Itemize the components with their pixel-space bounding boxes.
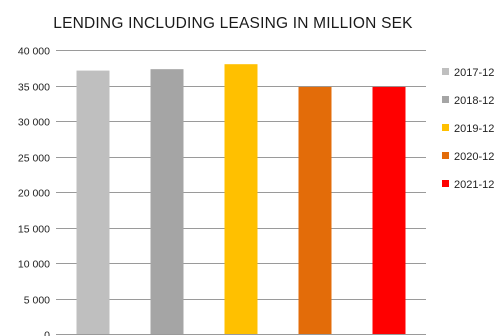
legend-swatch xyxy=(442,124,449,131)
legend-swatch xyxy=(442,180,449,187)
y-tick-label: 20 000 xyxy=(18,188,50,200)
y-tick-label: 25 000 xyxy=(18,153,50,165)
legend: 2017-12 2018-12 2019-12 2020-12 2021-12 xyxy=(442,67,494,191)
y-tick-label: 40 000 xyxy=(18,46,50,58)
y-tick-label: 0 xyxy=(44,330,50,336)
bar-2020-12 xyxy=(298,86,332,334)
y-tick-label: 5 000 xyxy=(24,295,50,307)
legend-label: 2017-12 xyxy=(454,67,494,79)
legend-swatch xyxy=(442,68,449,75)
legend-label: 2021-12 xyxy=(454,179,494,191)
legend-label: 2018-12 xyxy=(454,95,494,107)
bar-2018-12 xyxy=(150,69,184,335)
legend-swatch xyxy=(442,96,449,103)
bar-2019-12 xyxy=(224,64,258,334)
bar-2021-12 xyxy=(372,86,406,334)
legend-label: 2019-12 xyxy=(454,123,494,135)
y-tick-label: 10 000 xyxy=(18,259,50,271)
legend-swatch xyxy=(442,152,449,159)
bar-2017-12 xyxy=(76,70,110,334)
y-tick-label: 15 000 xyxy=(18,224,50,236)
chart-title: LENDING INCLUDING LEASING IN MILLION SEK xyxy=(53,15,413,32)
y-tick-label: 30 000 xyxy=(18,117,50,129)
legend-label: 2020-12 xyxy=(454,151,494,163)
y-tick-label: 35 000 xyxy=(18,82,50,94)
y-axis-tick-labels: 0 5 000 10 000 15 000 20 000 25 000 30 000 35 0… xyxy=(18,46,50,336)
bars xyxy=(76,64,406,335)
